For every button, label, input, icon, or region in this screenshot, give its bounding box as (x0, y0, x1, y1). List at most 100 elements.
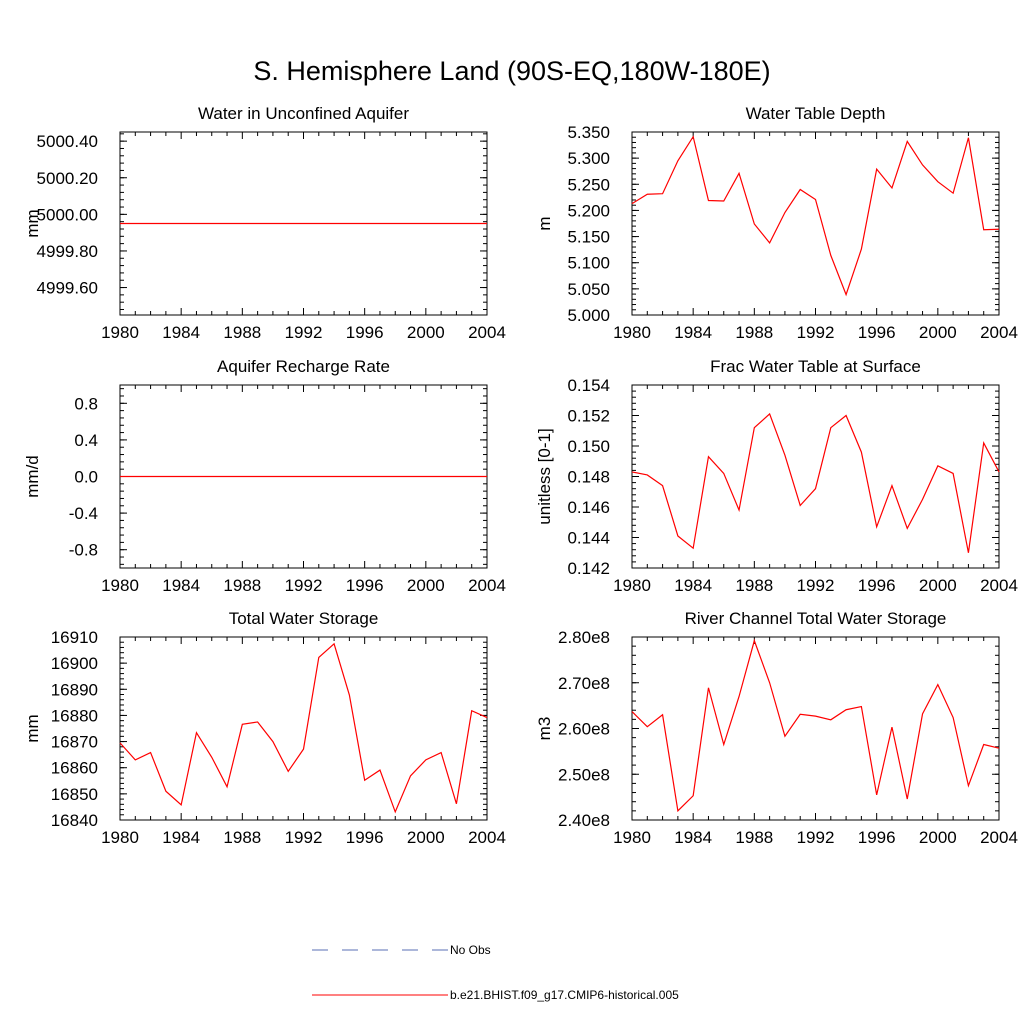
y-tick-label: 5.000 (567, 306, 610, 325)
chart-panel-6: River Channel Total Water Storage m3 1980 1… (535, 609, 1018, 847)
y-tick-label: 2.70e8 (558, 674, 610, 693)
y-tick-label: 16850 (51, 785, 98, 804)
x-tick-label: 1992 (797, 828, 835, 847)
x-tick-label: 1988 (223, 828, 261, 847)
chart-panel-3: Aquifer Recharge Rate mm/d 1980 1984 1988 199… (23, 357, 506, 595)
y-tick-label: 5.300 (567, 149, 610, 168)
panel-title: River Channel Total Water Storage (685, 609, 947, 628)
y-tick-label: 16840 (51, 811, 98, 830)
y-tick-label: 5.350 (567, 123, 610, 142)
chart-panel-4: Frac Water Table at Surface unitless [0-1… (535, 357, 1018, 595)
x-tick-label: 2000 (919, 828, 957, 847)
x-tick-label: 2004 (468, 323, 506, 342)
panel-title: Aquifer Recharge Rate (217, 357, 390, 376)
y-tick-label: 16860 (51, 759, 98, 778)
x-tick-label: 1980 (613, 828, 651, 847)
x-tick-label: 1996 (858, 576, 896, 595)
panel-title: Water Table Depth (746, 104, 886, 123)
y-tick-label: 4999.80 (37, 242, 98, 261)
chart-panel-2: Water Table Depth m 1980 1984 1988 1992 1996 20… (535, 104, 1018, 342)
y-tick-label: 5.250 (567, 175, 610, 194)
y-tick-label: 0.0 (74, 468, 98, 487)
x-tick-label: 1984 (674, 576, 712, 595)
x-tick-label: 2000 (919, 576, 957, 595)
x-tick-label: 1996 (346, 828, 384, 847)
y-tick-label: 0.152 (567, 407, 610, 426)
x-tick-label: 1980 (101, 828, 139, 847)
y-tick-label: 16890 (51, 680, 98, 699)
figure-title: S. Hemisphere Land (90S-EQ,180W-180E) (253, 56, 771, 86)
y-tick-label: 5000.40 (37, 132, 98, 151)
y-tick-label: 5.050 (567, 280, 610, 299)
x-tick-label: 2000 (407, 828, 445, 847)
x-tick-label: 1996 (858, 828, 896, 847)
plot-frame (631, 636, 1000, 821)
x-tick-label: 1980 (613, 323, 651, 342)
x-tick-label: 1992 (285, 576, 323, 595)
y-tick-label: 0.146 (567, 498, 610, 517)
x-tick-label: 2004 (980, 323, 1018, 342)
y-tick-label: 2.50e8 (558, 765, 610, 784)
x-tick-label: 1984 (674, 828, 712, 847)
series-line (631, 135, 1000, 297)
x-tick-label: 1984 (162, 828, 200, 847)
x-tick-label: 2000 (407, 576, 445, 595)
y-tick-label: 16900 (51, 654, 98, 673)
y-tick-label: 5.200 (567, 201, 610, 220)
y-tick-label: 0.148 (567, 468, 610, 487)
y-axis-label: m (535, 216, 554, 230)
x-tick-label: 1992 (285, 323, 323, 342)
y-tick-label: 0.142 (567, 559, 610, 578)
x-tick-label: 1988 (223, 323, 261, 342)
y-tick-label: 5000.20 (37, 169, 98, 188)
x-tick-label: 2004 (980, 576, 1018, 595)
y-tick-label: 5.100 (567, 254, 610, 273)
x-tick-label: 1988 (735, 576, 773, 595)
x-tick-label: 1988 (735, 323, 773, 342)
y-tick-label: 4999.60 (37, 279, 98, 298)
chart-panel-5: Total Water Storage mm 1980 1984 1988 1992 199… (23, 609, 506, 847)
x-tick-label: 1996 (346, 576, 384, 595)
y-tick-label: 2.80e8 (558, 628, 610, 647)
x-tick-label: 1988 (223, 576, 261, 595)
y-axis-label: mm (23, 209, 42, 237)
x-tick-label: 1984 (162, 576, 200, 595)
panel-title: Total Water Storage (229, 609, 379, 628)
y-tick-label: 5.150 (567, 228, 610, 247)
x-tick-label: 2004 (980, 828, 1018, 847)
y-axis-label: unitless [0-1] (535, 428, 554, 524)
x-tick-label: 1980 (101, 323, 139, 342)
x-tick-label: 1988 (735, 828, 773, 847)
x-tick-label: 2004 (468, 828, 506, 847)
plot-frame (631, 131, 1000, 316)
y-tick-label: 2.60e8 (558, 720, 610, 739)
y-tick-label: 0.144 (567, 529, 610, 548)
x-tick-label: 2000 (407, 323, 445, 342)
series-line (119, 642, 488, 814)
x-tick-label: 2004 (468, 576, 506, 595)
panel-title: Water in Unconfined Aquifer (198, 104, 409, 123)
y-tick-label: -0.4 (69, 504, 98, 523)
x-tick-label: 1992 (285, 828, 323, 847)
y-axis-label: mm (23, 714, 42, 742)
x-tick-label: 1980 (613, 576, 651, 595)
x-tick-label: 1996 (858, 323, 896, 342)
plot-frame (119, 636, 488, 821)
y-axis-label: m3 (535, 717, 554, 741)
y-tick-label: 0.8 (74, 394, 98, 413)
y-tick-label: 2.40e8 (558, 811, 610, 830)
plot-frame (631, 384, 1000, 569)
x-tick-label: 1992 (797, 576, 835, 595)
y-tick-label: 5000.00 (37, 205, 98, 224)
chart-panel-1: Water in Unconfined Aquifer mm 1980 1984 198… (23, 104, 506, 342)
y-tick-label: 0.154 (567, 376, 610, 395)
y-tick-label: -0.8 (69, 541, 98, 560)
y-tick-label: 0.150 (567, 437, 610, 456)
series-line (631, 412, 1000, 553)
x-tick-label: 1980 (101, 576, 139, 595)
panel-title: Frac Water Table at Surface (710, 357, 921, 376)
y-tick-label: 16870 (51, 733, 98, 752)
series-line (631, 638, 1000, 813)
x-tick-label: 1996 (346, 323, 384, 342)
